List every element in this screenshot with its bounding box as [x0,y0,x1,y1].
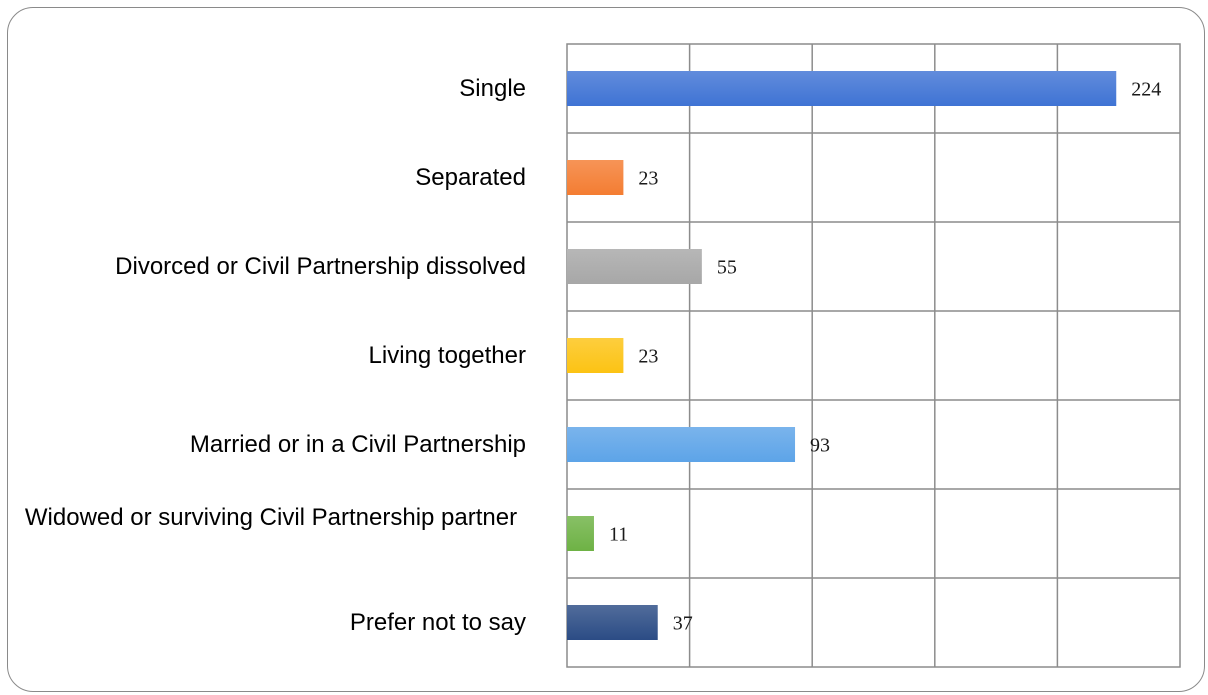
category-label: Separated [415,163,526,191]
data-label: 23 [638,168,658,190]
bar-6 [567,605,658,640]
data-label: 11 [609,524,628,546]
bar-3 [567,338,624,373]
data-label: 37 [673,613,693,635]
data-label: 224 [1131,79,1161,101]
bar-4 [567,427,796,462]
category-label: Married or in a Civil Partnership [189,430,526,458]
bar-1 [567,160,624,195]
bar-2 [567,249,702,284]
bars [567,71,1117,640]
category-label: Single [459,74,526,102]
data-labels: 224 23 55 23 93 11 37 [609,79,1161,635]
bar-5 [567,516,594,551]
bar-0 [567,71,1117,106]
data-label: 23 [638,346,658,368]
category-label: Prefer not to say [349,608,526,636]
data-label: 55 [717,257,737,279]
category-label: Living together [368,341,526,369]
category-label: Widowed or surviving Civil Partnership p… [24,503,518,531]
gridlines [566,43,1181,668]
plot-border [566,43,1181,668]
category-label: Divorced or Civil Partnership dissolved [115,252,526,280]
data-label: 93 [810,435,830,457]
